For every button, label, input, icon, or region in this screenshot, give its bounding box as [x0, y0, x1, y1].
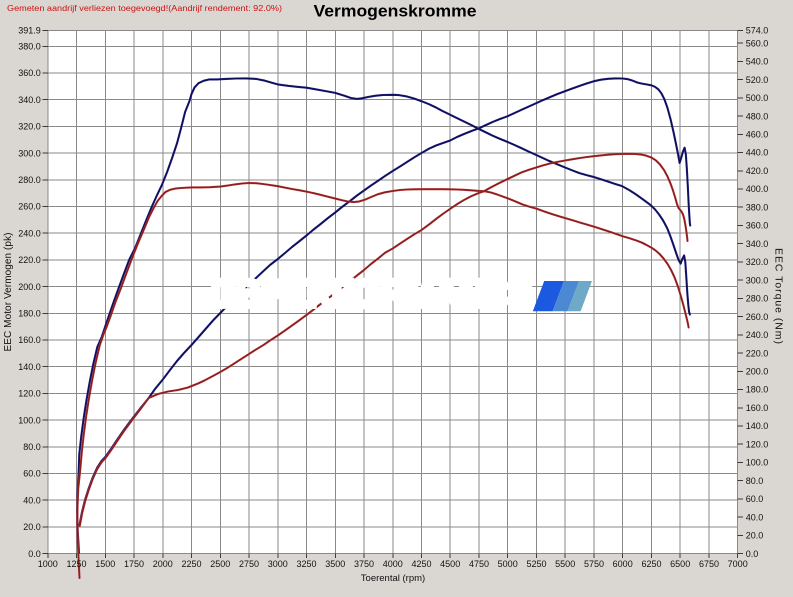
svg-text:40.0: 40.0	[23, 495, 41, 505]
svg-text:180.0: 180.0	[18, 309, 41, 319]
svg-text:500.0: 500.0	[746, 93, 769, 103]
svg-text:80.0: 80.0	[746, 476, 764, 486]
svg-text:6750: 6750	[699, 559, 719, 569]
svg-text:300.0: 300.0	[746, 275, 769, 285]
svg-text:360.0: 360.0	[746, 221, 769, 231]
svg-text:1500: 1500	[95, 559, 115, 569]
svg-text:260.0: 260.0	[18, 202, 41, 212]
svg-text:200.0: 200.0	[18, 282, 41, 292]
svg-text:440.0: 440.0	[746, 148, 769, 158]
svg-text:520.0: 520.0	[746, 75, 769, 85]
svg-text:240.0: 240.0	[18, 228, 41, 238]
svg-text:380.0: 380.0	[746, 202, 769, 212]
svg-text:180.0: 180.0	[746, 385, 769, 395]
svg-text:560.0: 560.0	[746, 38, 769, 48]
svg-text:60.0: 60.0	[23, 469, 41, 479]
svg-text:220.0: 220.0	[18, 255, 41, 265]
svg-text:40.0: 40.0	[746, 512, 764, 522]
svg-text:220.0: 220.0	[746, 348, 769, 358]
svg-text:460.0: 460.0	[746, 130, 769, 140]
svg-text:280.0: 280.0	[746, 294, 769, 304]
svg-text:320.0: 320.0	[18, 122, 41, 132]
svg-text:260.0: 260.0	[746, 312, 769, 322]
svg-text:360.0: 360.0	[18, 68, 41, 78]
svg-text:320.0: 320.0	[746, 257, 769, 267]
svg-text:120.0: 120.0	[746, 439, 769, 449]
svg-text:140.0: 140.0	[18, 362, 41, 372]
svg-text:300.0: 300.0	[18, 148, 41, 158]
svg-text:20.0: 20.0	[23, 522, 41, 532]
svg-text:0.0: 0.0	[28, 549, 41, 559]
svg-text:1250: 1250	[66, 559, 86, 569]
svg-text:400.0: 400.0	[746, 184, 769, 194]
svg-text:160.0: 160.0	[746, 403, 769, 413]
svg-text:20.0: 20.0	[746, 531, 764, 541]
svg-text:60.0: 60.0	[746, 494, 764, 504]
svg-text:140.0: 140.0	[746, 421, 769, 431]
svg-text:3250: 3250	[296, 559, 316, 569]
svg-text:EEC Motor Vermogen (pk): EEC Motor Vermogen (pk)	[3, 233, 14, 352]
svg-text:540.0: 540.0	[746, 57, 769, 67]
svg-text:420.0: 420.0	[746, 166, 769, 176]
svg-text:240.0: 240.0	[746, 330, 769, 340]
svg-text:Vermogenskromme: Vermogenskromme	[314, 3, 477, 21]
svg-text:5500: 5500	[555, 559, 575, 569]
svg-text:391.9: 391.9	[18, 26, 41, 36]
svg-text:4500: 4500	[440, 559, 460, 569]
svg-text:120.0: 120.0	[18, 389, 41, 399]
svg-text:EEC Torque (Nm): EEC Torque (Nm)	[773, 248, 785, 344]
svg-text:100.0: 100.0	[746, 458, 769, 468]
svg-text:80.0: 80.0	[23, 442, 41, 452]
svg-text:Gemeten aandrijf verliezen toe: Gemeten aandrijf verliezen toegevoegd!(A…	[7, 3, 282, 13]
svg-text:3750: 3750	[354, 559, 374, 569]
svg-text:100.0: 100.0	[18, 415, 41, 425]
svg-text:6500: 6500	[670, 559, 690, 569]
svg-text:2250: 2250	[181, 559, 201, 569]
svg-text:3500: 3500	[325, 559, 345, 569]
svg-text:DBPERFORMANCE: DBPERFORMANCE	[211, 274, 532, 316]
svg-text:280.0: 280.0	[18, 175, 41, 185]
svg-text:380.0: 380.0	[18, 42, 41, 52]
svg-text:5750: 5750	[584, 559, 604, 569]
svg-text:Toerental (rpm): Toerental (rpm)	[361, 573, 425, 584]
svg-text:340.0: 340.0	[746, 239, 769, 249]
svg-text:5000: 5000	[498, 559, 518, 569]
svg-text:1000: 1000	[38, 559, 58, 569]
svg-text:200.0: 200.0	[746, 367, 769, 377]
svg-text:4750: 4750	[469, 559, 489, 569]
svg-text:3000: 3000	[268, 559, 288, 569]
svg-text:2500: 2500	[210, 559, 230, 569]
svg-text:4000: 4000	[383, 559, 403, 569]
svg-text:574.0: 574.0	[746, 26, 769, 36]
svg-text:6000: 6000	[613, 559, 633, 569]
svg-text:2000: 2000	[153, 559, 173, 569]
svg-text:5250: 5250	[526, 559, 546, 569]
svg-text:160.0: 160.0	[18, 335, 41, 345]
svg-text:6250: 6250	[641, 559, 661, 569]
svg-text:4250: 4250	[411, 559, 431, 569]
svg-text:2750: 2750	[239, 559, 259, 569]
svg-text:480.0: 480.0	[746, 111, 769, 121]
svg-text:340.0: 340.0	[18, 95, 41, 105]
svg-text:1750: 1750	[124, 559, 144, 569]
svg-text:0.0: 0.0	[746, 549, 759, 559]
svg-text:7000: 7000	[728, 559, 748, 569]
